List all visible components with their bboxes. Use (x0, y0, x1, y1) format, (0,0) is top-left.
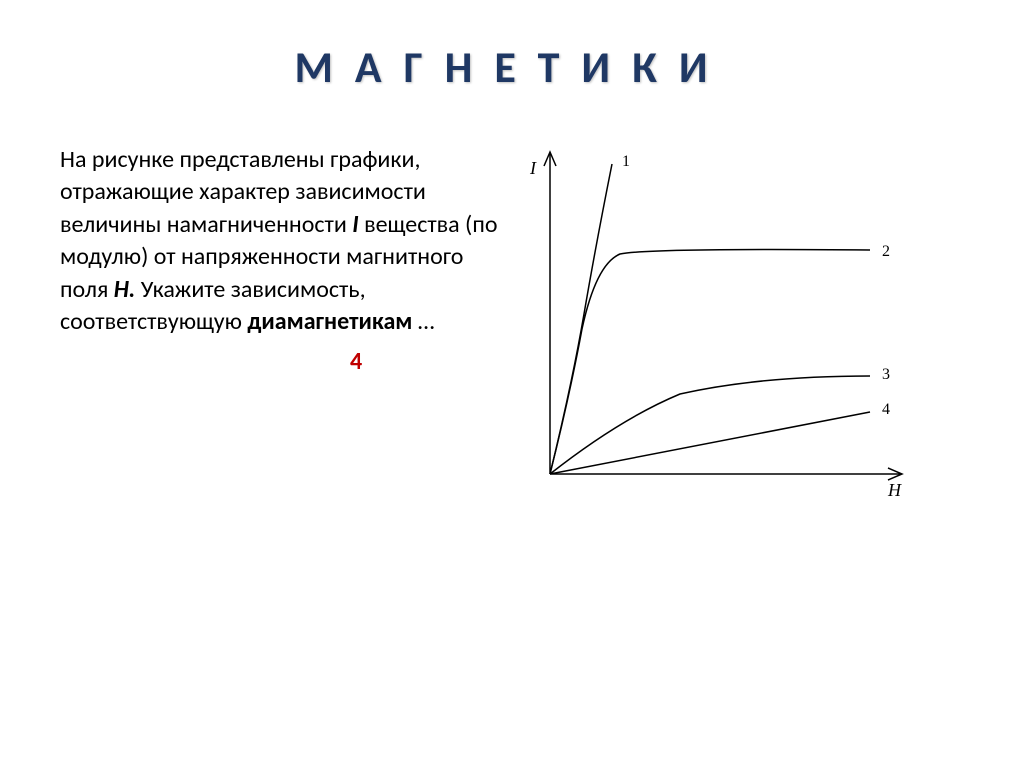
curve-4 (550, 412, 870, 474)
content-row: На рисунке представлены графики, отражаю… (0, 144, 1024, 524)
curve-1-label: 1 (622, 153, 630, 170)
svg-text:I: I (529, 158, 537, 178)
curve-2 (550, 250, 870, 475)
page-title: МАГНЕТИКИ (0, 0, 1024, 94)
curve-3-label: 3 (882, 366, 890, 383)
curve-4-label: 4 (882, 401, 890, 418)
curve-1 (550, 164, 612, 474)
question-text: На рисунке представлены графики, отражаю… (60, 144, 500, 524)
curve-3 (550, 376, 870, 474)
curve-2-label: 2 (882, 243, 890, 260)
svg-text:H: H (887, 480, 902, 500)
symbol-H: H. (114, 275, 136, 304)
chart-svg: I H 1 2 3 4 (500, 144, 920, 524)
target-word: диамагнетикам (247, 307, 412, 336)
para-4: … (412, 307, 434, 336)
magnetization-chart: I H 1 2 3 4 (500, 144, 964, 524)
answer-value: 4 (350, 346, 500, 378)
